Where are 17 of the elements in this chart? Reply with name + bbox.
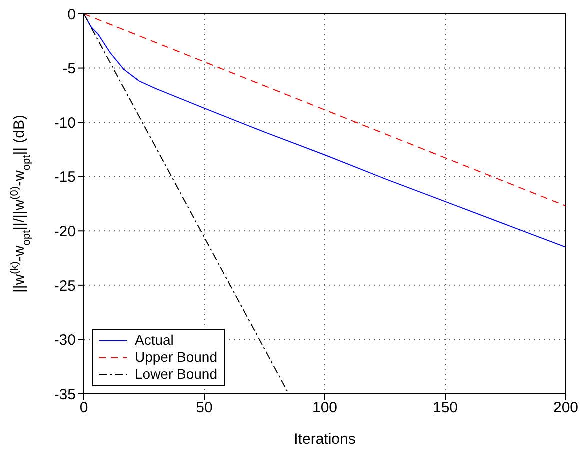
- y-tick-label: -35: [54, 386, 76, 404]
- y-tick-label: -25: [54, 278, 76, 295]
- y-tick-label: -30: [54, 332, 76, 350]
- legend-label: Lower Bound: [135, 366, 218, 383]
- y-tick-label: -5: [62, 60, 76, 78]
- x-tick-label: 50: [196, 400, 213, 417]
- x-tick-label: 150: [432, 400, 458, 417]
- y-tick-label: -20: [54, 223, 76, 240]
- y-tick-label: 0: [68, 6, 76, 24]
- x-tick-label: 0: [80, 400, 88, 417]
- y-tick-label: -15: [54, 169, 76, 186]
- y-tick-label: -10: [54, 114, 76, 132]
- legend-label: Upper Bound: [135, 349, 218, 366]
- x-tick-label: 100: [312, 400, 338, 417]
- x-axis-title: Iterations: [294, 431, 356, 448]
- x-tick-label: 200: [553, 400, 579, 417]
- legend-label: Actual: [135, 332, 174, 349]
